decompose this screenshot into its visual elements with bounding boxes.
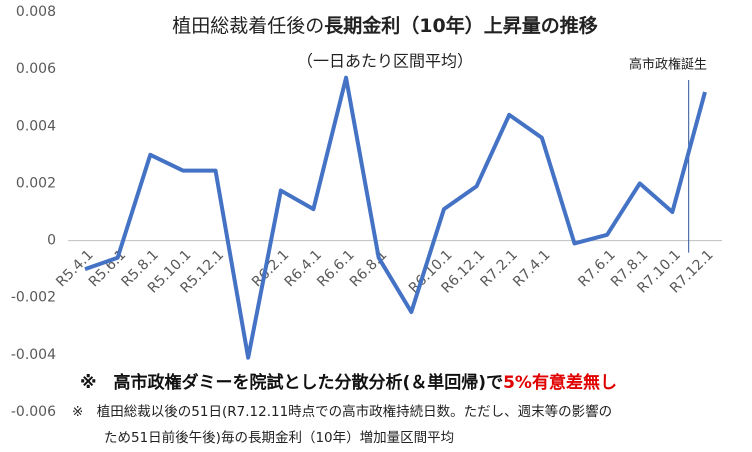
y-tick-label: 0 [47,233,56,249]
footnote: ※ 植田総裁以後の51日(R7.12.11時点での高市政権持続日数。ただし、週末… [72,403,612,420]
y-tick-label: 0.006 [16,61,56,77]
title-part: 植田総裁着任後の [172,15,324,37]
y-tick-label: -0.004 [11,347,56,363]
title-part: 長期金利（10年）上昇量の推移 [324,14,597,37]
note: ※ 高市政権ダミーを院試とした分散分析(＆単回帰)で5%有意差無し [80,372,617,393]
y-tick-label: -0.006 [11,404,56,420]
y-tick-label: 0.002 [16,175,56,191]
annotation: 高市政権誕生 [629,57,707,73]
data-line [84,75,707,360]
subtitle: （一日あたり区間平均） [297,52,473,71]
footnote: ため51日前後午後)毎の長期金利（10年）増加量区間平均 [104,429,454,446]
y-tick-label: 0.008 [16,4,56,20]
note-part: 5%有意差無し [503,372,617,393]
chart-title: 植田総裁着任後の長期金利（10年）上昇量の推移 [172,14,597,37]
y-tick-label: 0.004 [16,118,56,134]
note-part: ※ 高市政権ダミーを院試とした分散分析(＆単回帰)で [80,372,503,393]
y-tick-label: -0.002 [11,290,56,306]
x-tick-label: R7.4.1 [510,247,553,290]
